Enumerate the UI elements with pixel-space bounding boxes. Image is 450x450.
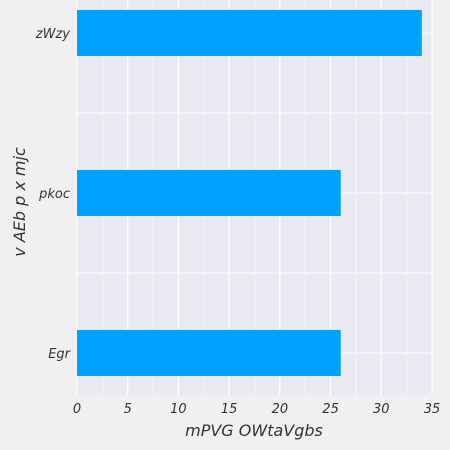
bars (77, 10, 422, 376)
y-tick-label: pkoc (38, 187, 70, 202)
y-tick-label: zWzy (35, 27, 71, 42)
x-tick-label: 0 (73, 402, 81, 417)
x-tick-label: 5 (124, 402, 132, 417)
x-tick-label: 10 (170, 402, 187, 417)
bar-Egr (77, 330, 341, 376)
x-tick-label: 20 (272, 402, 289, 417)
x-tick-label: 15 (221, 402, 238, 417)
y-tick-label: Egr (48, 347, 71, 362)
x-tick-labels: 0 5 10 15 20 25 30 35 (73, 402, 440, 417)
x-tick-label: 25 (322, 402, 339, 417)
bar-pkoc (77, 170, 341, 216)
y-axis-title: v AEb p x mjc (10, 147, 29, 257)
x-tick-label: 35 (424, 402, 441, 417)
x-tick-label: 30 (373, 402, 390, 417)
x-axis-title: mPVG OWtaVgbs (185, 421, 323, 440)
bar-zWzy (77, 10, 422, 56)
y-tick-labels: zWzy pkoc Egr (35, 27, 72, 362)
